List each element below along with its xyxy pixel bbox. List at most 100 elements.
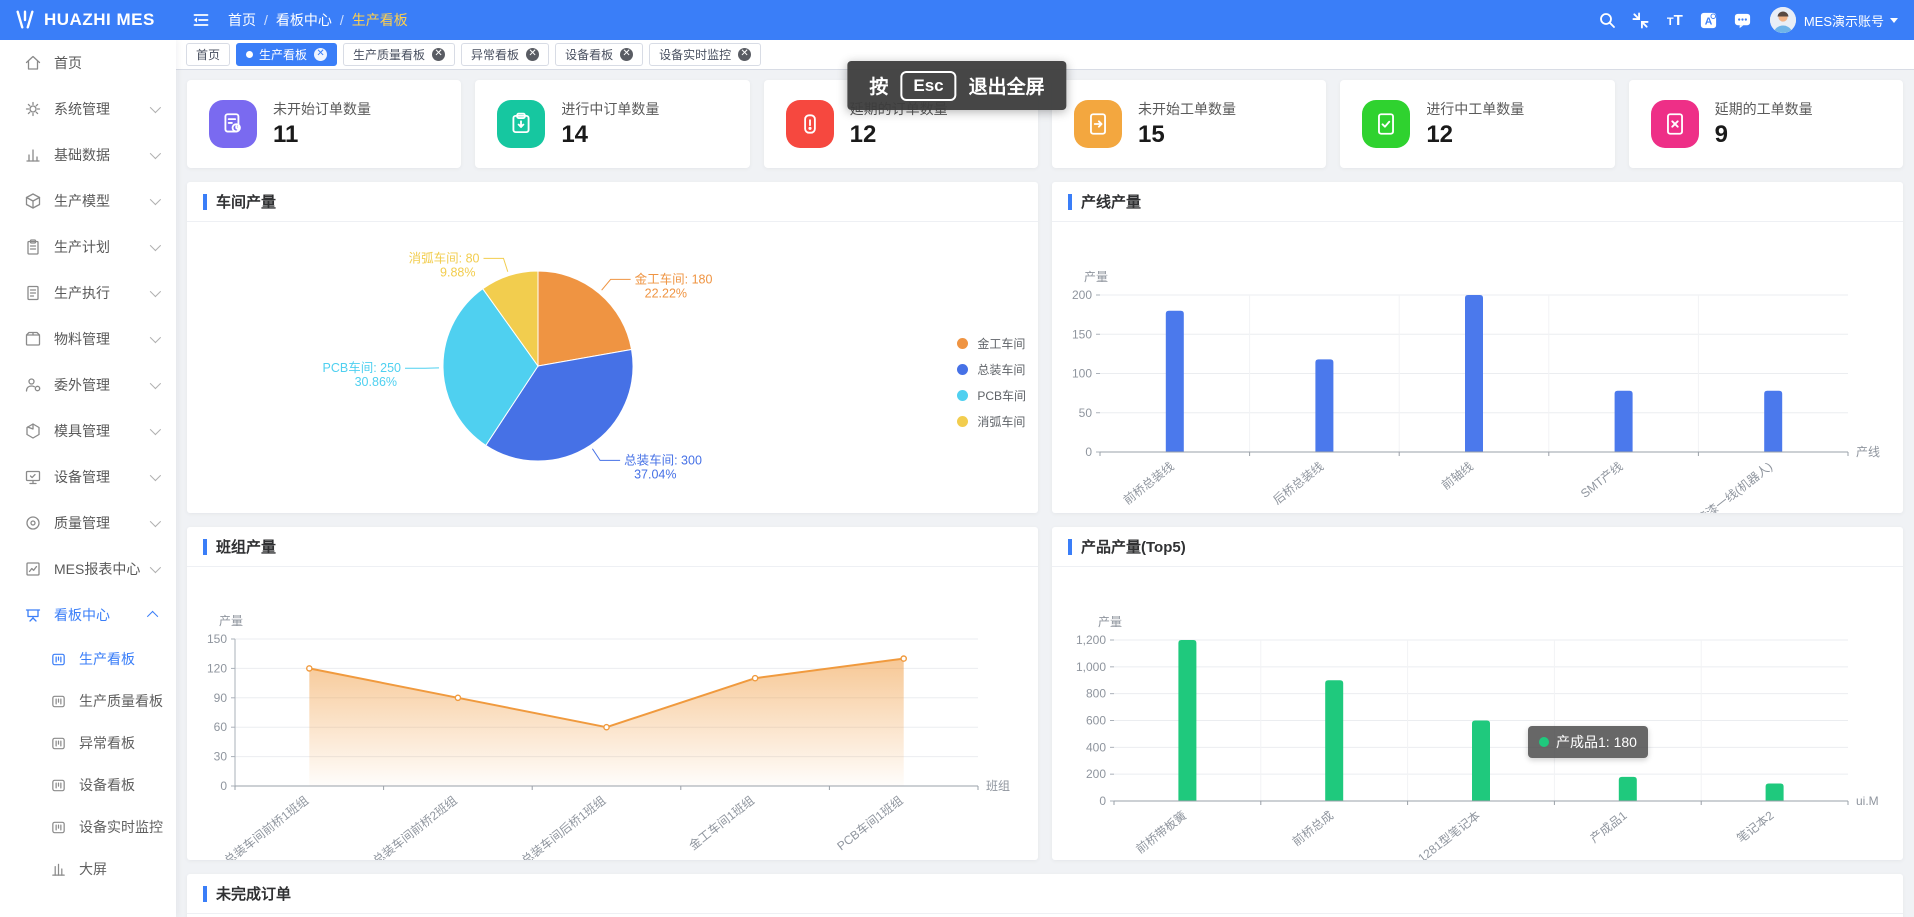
- tab-label: 设备实时监控: [659, 48, 732, 62]
- breadcrumb-item[interactable]: 生产看板: [351, 12, 408, 28]
- tab-close-icon[interactable]: ✕: [526, 48, 540, 61]
- stat-card-未开始订单数量: 未开始订单数量 11: [187, 80, 462, 168]
- tab-label: 生产质量看板: [353, 48, 426, 62]
- avatar[interactable]: [1769, 7, 1796, 33]
- sidebar-item-label: 生产模型: [54, 193, 110, 209]
- svg-text:消弧车间: 80: 消弧车间: 80: [409, 250, 480, 265]
- tab-close-icon[interactable]: ✕: [738, 48, 752, 61]
- stat-value: 12: [1426, 121, 1454, 148]
- svg-text:总装车间: 300: 总装车间: 300: [624, 452, 702, 467]
- svg-text:1281型笔记本: 1281型笔记本: [1415, 808, 1483, 860]
- sidebar-item-看板中心[interactable]: 看板中心: [0, 592, 176, 638]
- sidebar-item-首页[interactable]: 首页: [0, 40, 176, 86]
- sidebar-item-系统管理[interactable]: 系统管理: [0, 86, 176, 132]
- sidebar-item-物料管理[interactable]: 物料管理: [0, 316, 176, 362]
- sidebar-item-基础数据[interactable]: 基础数据: [0, 132, 176, 178]
- tab-close-icon[interactable]: ✕: [620, 48, 634, 61]
- svg-text:30: 30: [214, 750, 228, 764]
- sidebar-subitem-设备实时监控[interactable]: 设备实时监控: [0, 806, 176, 848]
- team-output-area-chart[interactable]: 0 30 60 90 120 150 产量 班组 总装车间前桥1班组 总装车间前桥2班组 总装车间后…: [187, 567, 1038, 868]
- tooltip-text: 产成品1: 180: [1556, 734, 1637, 750]
- legend-item-PCB车间[interactable]: PCB车间: [957, 382, 1026, 408]
- exit-fullscreen-icon[interactable]: [1624, 0, 1658, 40]
- sidebar-item-label: 模具管理: [54, 423, 110, 439]
- stat-label: 未开始订单数量: [273, 101, 371, 117]
- sidebar-item-MES报表中心[interactable]: MES报表中心: [0, 546, 176, 592]
- sidebar-item-生产模型[interactable]: 生产模型: [0, 178, 176, 224]
- tab-label: 设备看板: [565, 48, 614, 62]
- svg-text:PCB车间1班组: PCB车间1班组: [834, 793, 906, 854]
- legend-label: 金工车间: [977, 336, 1026, 351]
- stat-value: 11: [273, 121, 299, 148]
- legend-item-金工车间[interactable]: 金工车间: [957, 330, 1026, 356]
- tab-异常看板[interactable]: 异常看板 ✕: [461, 43, 550, 66]
- sidebar-item-模具管理[interactable]: 模具管理: [0, 408, 176, 454]
- translate-icon[interactable]: A: [1692, 0, 1726, 40]
- accent-bar: [1068, 193, 1072, 210]
- message-icon[interactable]: [1726, 0, 1760, 40]
- svg-text:1,000: 1,000: [1076, 660, 1106, 674]
- panel-header: 产线产量: [1052, 182, 1903, 222]
- logo-icon: [16, 10, 34, 29]
- chevron-down-icon: [149, 285, 162, 298]
- tab-生产看板[interactable]: 生产看板 ✕: [236, 43, 338, 66]
- sidebar-item-质量管理[interactable]: 质量管理: [0, 500, 176, 546]
- sidebar-item-label: 生产执行: [54, 285, 110, 301]
- accent-bar: [1068, 538, 1072, 555]
- sidebar-subitem-设备看板[interactable]: 设备看板: [0, 764, 176, 806]
- sidebar-subitem-label: 生产看板: [79, 651, 135, 667]
- sidebar-subitem-label: 设备看板: [79, 777, 135, 793]
- tab-首页[interactable]: 首页: [186, 43, 231, 66]
- tab-close-icon[interactable]: ✕: [314, 48, 328, 61]
- svg-text:SMT产线: SMT产线: [1578, 459, 1626, 500]
- app-logo[interactable]: HUAZHI MES: [0, 0, 176, 40]
- sidebar-subitem-生产质量看板[interactable]: 生产质量看板: [0, 680, 176, 722]
- sidebar-subitem-异常看板[interactable]: 异常看板: [0, 722, 176, 764]
- stat-label: 延期的工单数量: [1714, 101, 1813, 117]
- legend-label: 总装车间: [977, 362, 1026, 377]
- sidebar-subitem-大屏[interactable]: 大屏: [0, 848, 176, 890]
- tab-生产质量看板[interactable]: 生产质量看板 ✕: [343, 43, 456, 66]
- account-name[interactable]: MES演示账号: [1803, 13, 1884, 29]
- workshop-pie-chart[interactable]: 金工车间: 180 22.22% 总装车间: 300 37.04% PCB车间: 250…: [187, 222, 1038, 513]
- legend-item-总装车间[interactable]: 总装车间: [957, 356, 1026, 382]
- tab-设备实时监控[interactable]: 设备实时监控 ✕: [649, 43, 762, 66]
- product-top5-bar-chart[interactable]: 0 200 400 600 800 1,000 1,200 产量 ui.M 前桥带板簧 前桥总成 12…: [1052, 567, 1903, 865]
- navbar-actions: TT A MES演示账号: [1590, 0, 1914, 40]
- sidebar-item-生产执行[interactable]: 生产执行: [0, 270, 176, 316]
- sidebar-item-label: MES报表中心: [54, 561, 141, 577]
- svg-text:产量: 产量: [1084, 270, 1108, 284]
- account-caret-icon[interactable]: [1890, 17, 1898, 23]
- svg-text:50: 50: [1079, 406, 1093, 420]
- stat-card-进行中订单数量: 进行中订单数量 14: [475, 80, 750, 168]
- stat-card-未开始工单数量: 未开始工单数量 15: [1051, 80, 1327, 168]
- chevron-down-icon: [149, 193, 162, 206]
- legend-item-消弧车间[interactable]: 消弧车间: [957, 408, 1026, 434]
- accent-bar: [203, 538, 207, 555]
- search-icon[interactable]: [1590, 0, 1624, 40]
- breadcrumb-item[interactable]: 首页: [228, 12, 256, 28]
- sidebar-item-label: 看板中心: [54, 607, 110, 623]
- sidebar-subitem-label: 大屏: [79, 861, 107, 877]
- line-output-bar-chart[interactable]: 0 50 100 150 200 产量 产线 前桥总装线 后桥总装线 前轴线 SMT产线 喷漆一线(机…: [1052, 222, 1903, 527]
- tab-close-icon[interactable]: ✕: [432, 48, 446, 61]
- sidebar-item-生产计划[interactable]: 生产计划: [0, 224, 176, 270]
- doc-icon: [24, 284, 42, 302]
- chevron-down-icon: [149, 331, 162, 344]
- sidebar-item-设备管理[interactable]: 设备管理: [0, 454, 176, 500]
- sidebar-item-label: 首页: [54, 55, 82, 71]
- bigscreen-icon: [50, 861, 67, 878]
- sidebar-subitem-生产看板[interactable]: 生产看板: [0, 638, 176, 680]
- svg-text:产成品1: 产成品1: [1587, 808, 1630, 846]
- sidebar-item-委外管理[interactable]: 委外管理: [0, 362, 176, 408]
- doc-clock-icon: [209, 100, 257, 148]
- tab-设备看板[interactable]: 设备看板 ✕: [555, 43, 644, 66]
- tab-label: 生产看板: [259, 48, 308, 62]
- font-size-icon[interactable]: TT: [1666, 11, 1683, 29]
- chevron-down-icon: [149, 101, 162, 114]
- subboard-icon: [50, 819, 67, 836]
- sidebar-collapse-icon[interactable]: [192, 11, 210, 29]
- svg-text:90: 90: [214, 691, 228, 705]
- breadcrumb-item[interactable]: 看板中心: [275, 12, 332, 28]
- chevron-down-icon: [149, 147, 162, 160]
